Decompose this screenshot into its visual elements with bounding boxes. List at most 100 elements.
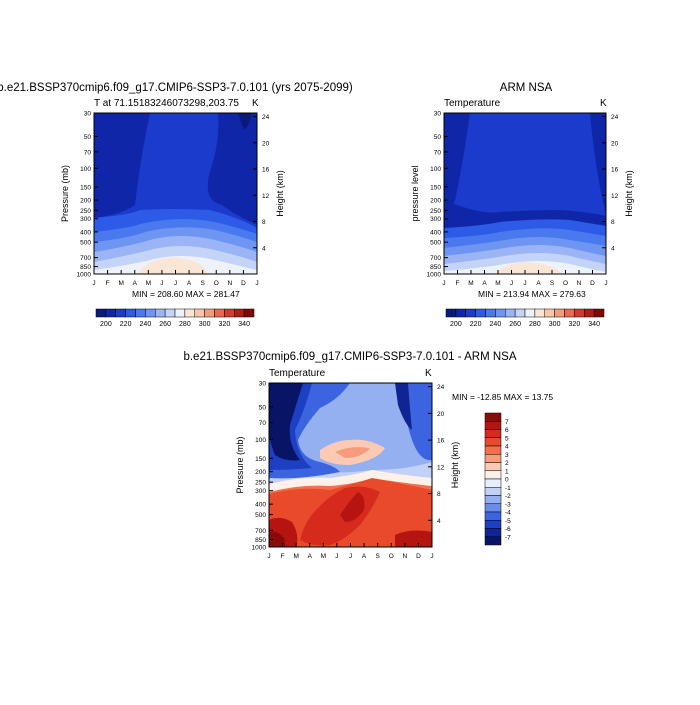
colorbar-label: 220 — [120, 321, 132, 328]
colorbar-box — [524, 308, 536, 318]
colorbar-box — [484, 478, 502, 488]
y-tick-label: 500 — [255, 512, 266, 519]
x-tick-label: J — [92, 280, 95, 287]
colorbar-box — [484, 445, 502, 455]
colorbar-box — [484, 503, 502, 513]
panel-obs-left-label: Temperature — [444, 98, 501, 109]
colorbar-label: 240 — [490, 321, 502, 328]
x-tick-label: J — [267, 553, 270, 560]
colorbar-label: -6 — [505, 526, 511, 533]
colorbar-box — [514, 308, 526, 318]
field-lower-red-4 — [340, 492, 365, 522]
colorbar-label: 280 — [179, 321, 191, 328]
y-tick-label: 700 — [255, 528, 266, 535]
field-region-cold-right — [590, 113, 606, 215]
field-warm-pocket-core — [335, 447, 370, 458]
height-tick-label: 24 — [611, 114, 619, 121]
x-tick-label: J — [604, 280, 607, 287]
colorbar-box — [115, 308, 126, 318]
field-region-cold-left — [444, 113, 470, 222]
y-tick-label: 400 — [80, 229, 91, 236]
field-lower-red-left-core — [269, 531, 285, 547]
x-tick-label: D — [416, 553, 421, 560]
colorbar-box — [164, 308, 176, 318]
x-tick-label: J — [510, 280, 513, 287]
y-tick-label: 1000 — [77, 272, 92, 279]
height-tick-label: 8 — [262, 219, 266, 226]
field-region-coldest — [238, 113, 252, 130]
height-tick-label: 8 — [437, 491, 441, 498]
field-upper-blue-right-deep — [395, 383, 412, 430]
colorbar-box — [194, 308, 205, 318]
colorbar-box — [145, 308, 156, 318]
colorbar-box — [475, 308, 486, 318]
x-tick-label: O — [389, 553, 394, 560]
colorbar-label: 320 — [569, 321, 581, 328]
colorbar-label: 200 — [450, 321, 462, 328]
colorbar-box — [105, 308, 116, 318]
colorbar-label: 300 — [199, 321, 211, 328]
y-tick-label: 700 — [80, 255, 91, 262]
y-tick-label: 1000 — [252, 545, 267, 552]
colorbar-box — [544, 308, 555, 318]
colorbar-box — [484, 536, 502, 546]
y-tick-label: 850 — [430, 264, 441, 271]
panel-diff-minmax: MIN = -12.85 MAX = 13.75 — [452, 392, 553, 402]
colorbar-box — [564, 308, 575, 318]
height-tick-label: 8 — [611, 219, 615, 226]
y-tick-label: 100 — [255, 437, 266, 444]
y-tick-label: 300 — [80, 216, 91, 223]
x-tick-label: D — [590, 280, 595, 287]
colorbar-label: 240 — [140, 321, 152, 328]
colorbar-label: -4 — [505, 510, 511, 517]
colorbar-box — [135, 308, 146, 318]
y-tick-label: 30 — [84, 111, 92, 118]
x-tick-label: J — [335, 553, 338, 560]
y-tick-label: 50 — [259, 404, 267, 411]
panel-obs: ARM NSA Temperature K 30 50 70 100 150 200 250… — [410, 82, 634, 328]
y-tick-label: 50 — [434, 134, 442, 141]
y-tick-label: 850 — [80, 264, 91, 271]
height-tick-label: 20 — [437, 411, 445, 418]
y-tick-label: 400 — [430, 229, 441, 236]
colorbar-box — [484, 520, 502, 529]
x-tick-label: N — [577, 280, 582, 287]
field-upper-blue-right — [380, 383, 432, 461]
colorbar-box — [484, 495, 502, 504]
colorbar-label: 300 — [549, 321, 561, 328]
height-tick-label: 12 — [262, 193, 270, 200]
colorbar-label: -2 — [505, 493, 511, 500]
x-tick-label: M — [118, 280, 123, 287]
colorbar-label: 260 — [159, 321, 171, 328]
colorbar-box — [234, 308, 245, 318]
colorbar-box — [465, 308, 476, 318]
panel-model: b.e21.BSSP370cmip6.f09_g17.CMIP6-SSP3-7.… — [0, 82, 353, 328]
y-axis-label: pressure level — [410, 165, 420, 221]
colorbar-box — [95, 308, 107, 318]
y-tick-label: 250 — [80, 208, 91, 215]
colorbar-box — [484, 429, 502, 438]
colorbar-label: 4 — [505, 444, 509, 451]
y-tick-label: 200 — [255, 469, 266, 476]
height-tick-label: 12 — [437, 464, 445, 471]
colorbar-box — [155, 308, 166, 318]
height-tick-label: 4 — [437, 518, 441, 525]
y-tick-label: 100 — [430, 166, 441, 173]
y-axis-label-right: Height (km) — [275, 170, 285, 217]
y-axis-label-right: Height (km) — [450, 442, 460, 489]
y-tick-label: 200 — [430, 198, 441, 205]
colorbar-box — [484, 412, 502, 422]
colorbar-label: 3 — [505, 452, 509, 459]
y-tick-label: 300 — [430, 216, 441, 223]
y-tick-label: 500 — [430, 240, 441, 247]
colorbar-label: -3 — [505, 501, 511, 508]
x-tick-label: A — [187, 280, 192, 287]
x-tick-label: M — [468, 280, 473, 287]
panel-diff-left-label: Temperature — [269, 368, 326, 379]
x-tick-label: J — [255, 280, 258, 287]
colorbar-box — [455, 308, 466, 318]
y-tick-label: 500 — [80, 240, 91, 247]
panel-diff-field — [269, 383, 432, 547]
